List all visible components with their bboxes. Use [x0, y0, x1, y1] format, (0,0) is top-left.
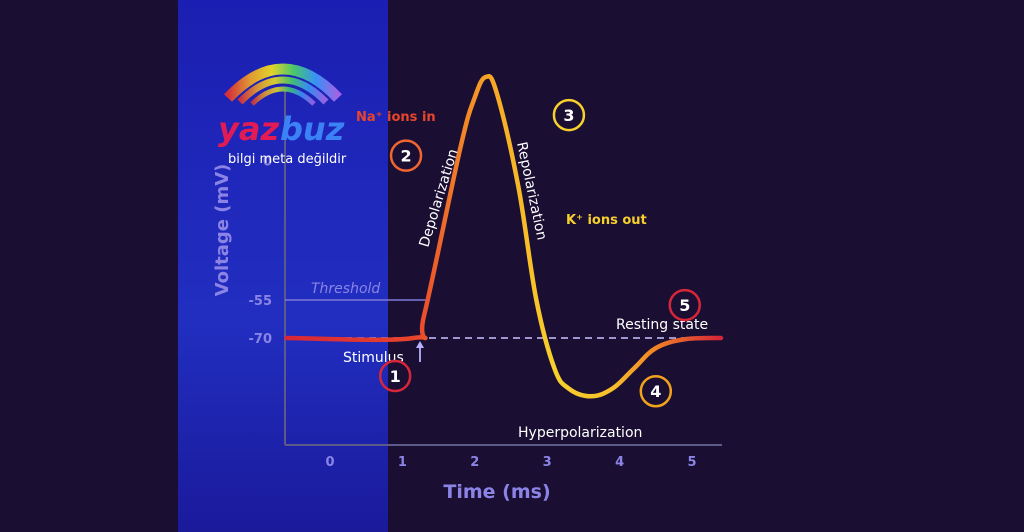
step-marker-number: 3 [563, 106, 574, 125]
x-tick-label: 1 [398, 455, 407, 470]
x-tick-label: 3 [543, 455, 552, 470]
step-marker-number: 4 [650, 382, 661, 401]
y-tick-label: -55 [249, 294, 273, 309]
logo-tagline: bilgi meta değildir [228, 152, 347, 167]
step-marker-number: 5 [679, 296, 690, 315]
threshold-label: Threshold [311, 281, 380, 297]
step-marker-circle [668, 288, 702, 322]
logo-brand-yaz: yaz [218, 110, 279, 148]
y-tick-label: -70 [249, 332, 273, 347]
step-marker-circle [639, 374, 673, 408]
step-marker-circle [378, 359, 412, 393]
resting-state-label: Resting state [616, 317, 708, 333]
stimulus-arrow-icon [416, 341, 424, 362]
action-potential-curve [284, 74, 724, 399]
hyperpolarization-label: Hyperpolarization [518, 425, 642, 441]
x-tick-label: 2 [470, 455, 479, 470]
step-marker-circle [389, 139, 423, 172]
step-marker-number: 2 [400, 147, 411, 166]
na-ions-label: Na⁺ ions in [356, 110, 436, 125]
x-tick-label: 0 [325, 455, 334, 470]
k-ions-label: K⁺ ions out [566, 213, 647, 228]
x-axis-label: Time (ms) [443, 481, 550, 503]
logo-brand-buz: buz [280, 110, 345, 148]
x-tick-label: 4 [615, 455, 624, 470]
y-axis-label: Voltage (mV) [212, 164, 233, 297]
step-marker-circle [552, 98, 586, 132]
stimulus-label: Stimulus [343, 350, 404, 366]
y-tick-label: 0 [263, 155, 272, 170]
depolarization-label: Depolarization [417, 147, 462, 249]
x-tick-label: 5 [687, 455, 696, 470]
yazbuz-logo: yaz buz bilgi meta değildir [218, 63, 347, 167]
step-marker-number: 1 [390, 367, 401, 386]
